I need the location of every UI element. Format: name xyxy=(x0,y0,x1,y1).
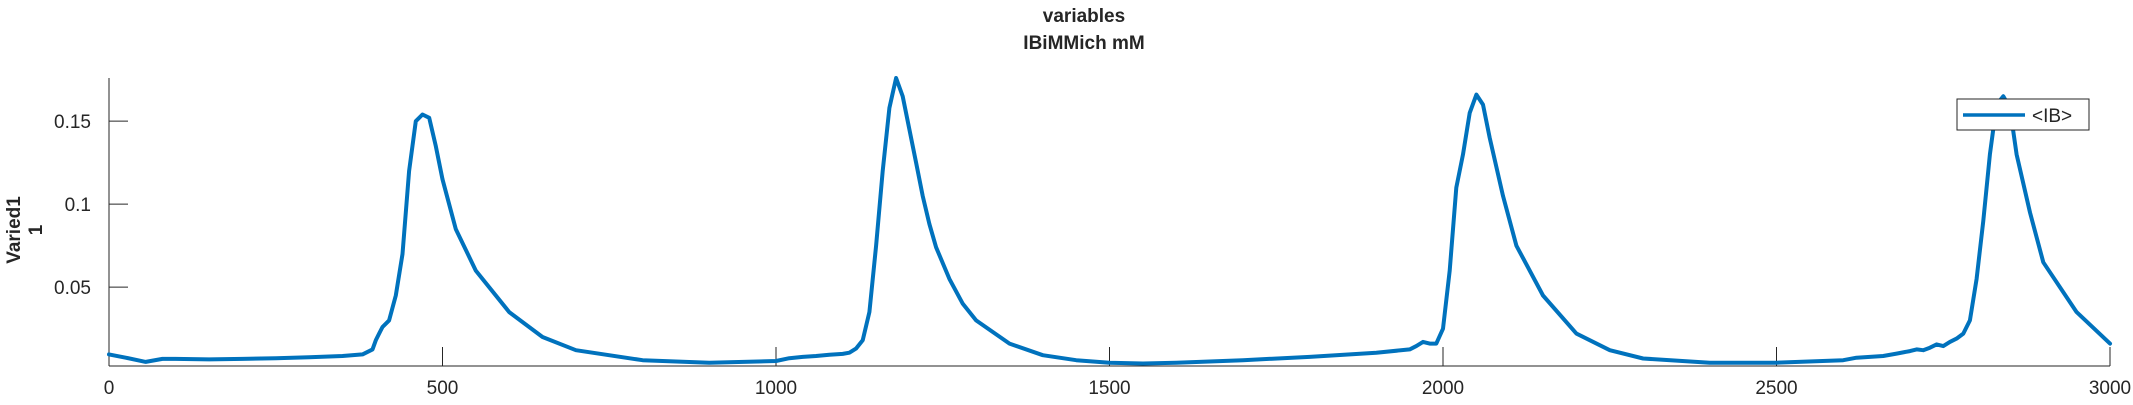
x-tick-label: 3000 xyxy=(2089,378,2131,399)
y-axis-label-line-2: 1 xyxy=(26,224,47,235)
axes: 0 500 1000 1500 2000 2500 3000 0.05 0.1 0.15 xyxy=(54,78,2131,399)
x-tick-label: 500 xyxy=(427,378,459,399)
y-axis-label: Varied1 1 xyxy=(4,196,47,264)
legend: <IB> xyxy=(1956,98,2090,131)
series-line-0 xyxy=(107,76,2112,366)
x-tick-label: 1000 xyxy=(755,378,797,399)
chart-title-line-2: IBiMMich mM xyxy=(1023,33,1144,54)
series-group xyxy=(107,76,2112,366)
y-tick-label: 0.15 xyxy=(54,112,91,133)
chart-title-line-1: variables xyxy=(1043,6,1125,27)
x-tick-label: 2000 xyxy=(1422,378,1464,399)
legend-label: <IB> xyxy=(2032,106,2072,127)
x-tick-label: 0 xyxy=(104,378,115,399)
y-tick-label: 0.1 xyxy=(65,195,91,216)
x-tick-label: 2500 xyxy=(1755,378,1797,399)
x-tick-label: 1500 xyxy=(1088,378,1130,399)
y-tick-label: 0.05 xyxy=(54,278,91,299)
y-axis-label-line-1: Varied1 xyxy=(4,196,25,264)
